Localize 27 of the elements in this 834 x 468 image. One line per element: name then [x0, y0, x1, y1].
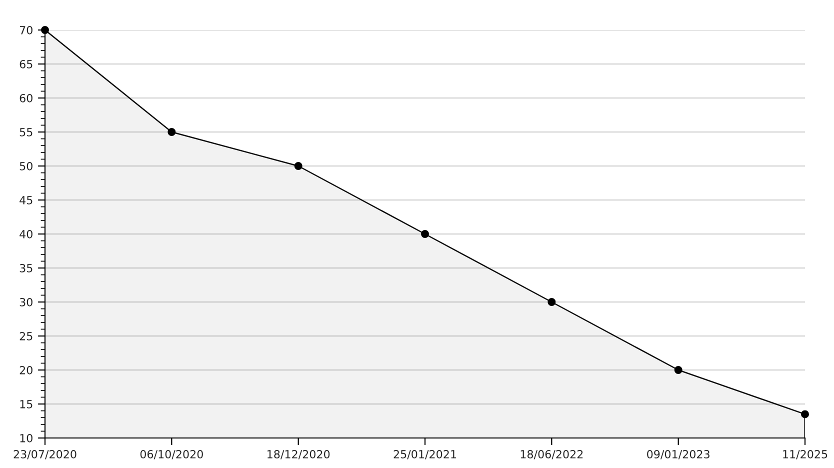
y-tick-label: 25 — [20, 332, 32, 340]
y-tick-label: 55 — [20, 128, 32, 136]
point — [168, 128, 176, 136]
x-tick-label: 23/07/2020 — [14, 450, 76, 460]
y-tick-label: 35 — [20, 264, 32, 272]
point — [294, 162, 302, 170]
y-tick-label: 50 — [20, 162, 32, 170]
y-tick-label: 30 — [20, 298, 32, 306]
x-tick-label: 09/01/2023 — [647, 450, 710, 460]
y-tick-label: 70 — [20, 26, 32, 34]
y-tick-label: 10 — [20, 434, 32, 442]
point — [548, 298, 556, 306]
point — [674, 366, 682, 374]
x-tick-label: 18/12/2020 — [268, 450, 330, 460]
y-tick-label: 65 — [20, 60, 32, 68]
x-tick-label: 25/01/2021 — [394, 450, 456, 460]
point — [801, 410, 809, 418]
y-tick-label: 40 — [20, 230, 32, 238]
point — [41, 26, 49, 34]
x-tick-label: 11/2025 — [783, 450, 828, 460]
x-tick-label: 18/06/2022 — [520, 450, 583, 460]
y-tick-label: 60 — [20, 94, 32, 102]
y-tick-label: 20 — [20, 366, 32, 374]
x-tick-label: 06/10/2020 — [140, 450, 203, 460]
y-tick-label: 45 — [20, 196, 32, 204]
point — [421, 230, 429, 238]
y-tick-label: 15 — [20, 400, 32, 408]
